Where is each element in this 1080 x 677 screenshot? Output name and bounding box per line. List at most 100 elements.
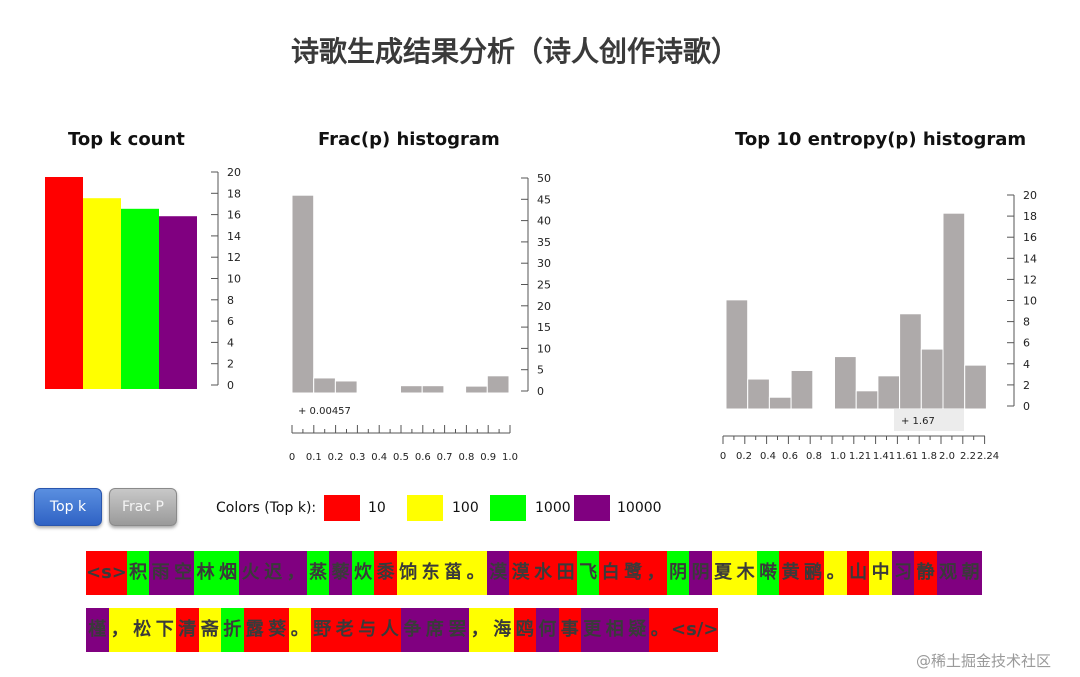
poem-token: 习 xyxy=(891,551,915,595)
poem-token: 相 xyxy=(603,608,626,652)
entropy-y-tick-label: 6 xyxy=(1023,337,1030,350)
entropy-x-tick-label: 1.0 xyxy=(830,451,846,462)
frac-x-tick-label: 0.6 xyxy=(415,452,431,463)
legend-swatch-100 xyxy=(407,495,443,521)
topk-y-tick-label: 0 xyxy=(227,379,234,392)
legend-label-10: 10 xyxy=(368,500,386,516)
frac-x-tick-label: 0.2 xyxy=(328,452,344,463)
poem-token: 火 xyxy=(239,551,262,595)
frac-bar xyxy=(291,194,315,394)
frac-chart-title: Frac(p) histogram xyxy=(318,129,500,150)
poem-token: 阴 xyxy=(689,551,712,595)
frac-x-tick-label: 0.4 xyxy=(371,452,387,463)
poem-token: 水 xyxy=(531,551,555,595)
poem-token: 静 xyxy=(914,551,937,595)
poem-token: 鹂 xyxy=(801,551,825,595)
entropy-x-tick-label: 1.21 xyxy=(849,451,871,462)
poem-token: 阴 xyxy=(666,551,690,595)
poem-token: 野 xyxy=(311,608,334,652)
poem-token: 藜 xyxy=(329,551,352,595)
frac-bar xyxy=(465,385,488,394)
frac-bar xyxy=(486,375,510,394)
entropy-y-tick-label: 16 xyxy=(1023,231,1037,244)
poem-token: 更 xyxy=(581,608,604,652)
entropy-x-tick-label: 1.8 xyxy=(921,451,937,462)
poem-token: 。 xyxy=(648,608,671,652)
poem-token: 何 xyxy=(536,608,559,652)
poem-token: 夏 xyxy=(711,551,735,595)
frac-p-button[interactable]: Frac P xyxy=(109,488,177,526)
legend-swatch-10 xyxy=(324,495,360,521)
top-k-button[interactable]: Top k xyxy=(34,488,102,526)
poem-token: 中 xyxy=(869,551,892,595)
poem-token: 啭 xyxy=(756,551,780,595)
poem-token: 席 xyxy=(423,608,446,652)
topk-y-tick-label: 10 xyxy=(227,273,241,286)
topk-y-tick-label: 12 xyxy=(227,251,241,264)
topk-chart-title: Top k count xyxy=(68,129,185,150)
poem-token: 迟 xyxy=(261,551,285,595)
poem-token: ， xyxy=(644,551,667,595)
frac-x-tick-label: 0.9 xyxy=(480,452,496,463)
poem-token: 松 xyxy=(131,608,154,652)
entropy-y-tick-label: 0 xyxy=(1023,400,1030,413)
entropy-x-tick-label: 2.0 xyxy=(939,451,955,462)
entropy-bar xyxy=(942,212,966,410)
frac-y-tick-label: 15 xyxy=(537,321,551,334)
entropy-y-tick-label: 10 xyxy=(1023,295,1037,308)
entropy-y-tick-label: 8 xyxy=(1023,316,1030,329)
frac-histogram-chart: 0 5 10 15 20 25 30 35 40 45 50 + 0.00457 0 0.1 0.2 0.3 0… xyxy=(289,172,551,463)
entropy-x-tick-label: 0.4 xyxy=(760,451,776,462)
entropy-y-tick-label: 14 xyxy=(1023,252,1037,265)
entropy-y-tick-label: 20 xyxy=(1023,189,1037,202)
entropy-bar xyxy=(834,356,857,410)
poem-token: ， xyxy=(108,608,131,652)
poem-token: 鹭 xyxy=(621,551,645,595)
legend-swatch-1000 xyxy=(490,495,526,521)
entropy-chart-title: Top 10 entropy(p) histogram xyxy=(735,129,1027,150)
topk-bar-10 xyxy=(45,177,83,389)
watermark: @稀土掘金技术社区 xyxy=(916,652,1052,670)
frac-y-tick-label: 20 xyxy=(537,300,551,313)
poem-token: 东 xyxy=(419,551,442,595)
entropy-y-tick-label: 2 xyxy=(1023,379,1030,392)
frac-marker-label: + 0.00457 xyxy=(298,406,351,417)
frac-y-tick-label: 5 xyxy=(537,364,544,377)
topk-y-tick-label: 2 xyxy=(227,358,234,371)
poem-token: 。 xyxy=(288,608,311,652)
poem-token: 黄 xyxy=(779,551,802,595)
entropy-bar xyxy=(964,364,987,410)
frac-y-tick-label: 0 xyxy=(537,385,544,398)
frac-bar xyxy=(421,385,445,394)
frac-x-tick-label: 0 xyxy=(289,452,295,463)
poem-token: 朝 xyxy=(959,551,982,595)
entropy-bar xyxy=(899,313,922,410)
topk-y-tick-label: 20 xyxy=(227,166,241,179)
frac-y-tick-label: 30 xyxy=(537,257,551,270)
topk-y-tick-label: 14 xyxy=(227,230,241,243)
entropy-x-tick-label: 2.2 xyxy=(960,451,976,462)
frac-bar xyxy=(313,377,336,394)
entropy-marker-box xyxy=(894,409,964,431)
frac-y-tick-label: 45 xyxy=(537,193,551,206)
frac-x-tick-label: 0.1 xyxy=(306,452,322,463)
entropy-bar xyxy=(855,390,879,410)
entropy-bar xyxy=(768,396,792,410)
poem-token: 海 xyxy=(491,608,514,652)
poem-token: 下 xyxy=(153,608,176,652)
poem-token: 饷 xyxy=(396,551,420,595)
poem-token: 炊 xyxy=(351,551,375,595)
poem-token: 清 xyxy=(176,608,199,652)
legend-label-10000: 10000 xyxy=(617,500,662,516)
topk-y-tick-label: 18 xyxy=(227,187,241,200)
poem-token: 事 xyxy=(558,608,581,652)
topk-count-chart: 0 2 4 6 8 10 12 14 16 18 20 xyxy=(45,166,241,392)
frac-y-tick-label: 40 xyxy=(537,215,551,228)
legend-title: Colors (Top k): xyxy=(216,500,317,516)
poem-token: 漠 xyxy=(509,551,532,595)
poem-token: 漠 xyxy=(486,551,510,595)
legend-swatch-10000 xyxy=(574,495,610,521)
entropy-x-tick-label: 1.41 xyxy=(873,451,895,462)
entropy-y-tick-label: 18 xyxy=(1023,210,1037,223)
poem-token: 林 xyxy=(194,551,217,595)
